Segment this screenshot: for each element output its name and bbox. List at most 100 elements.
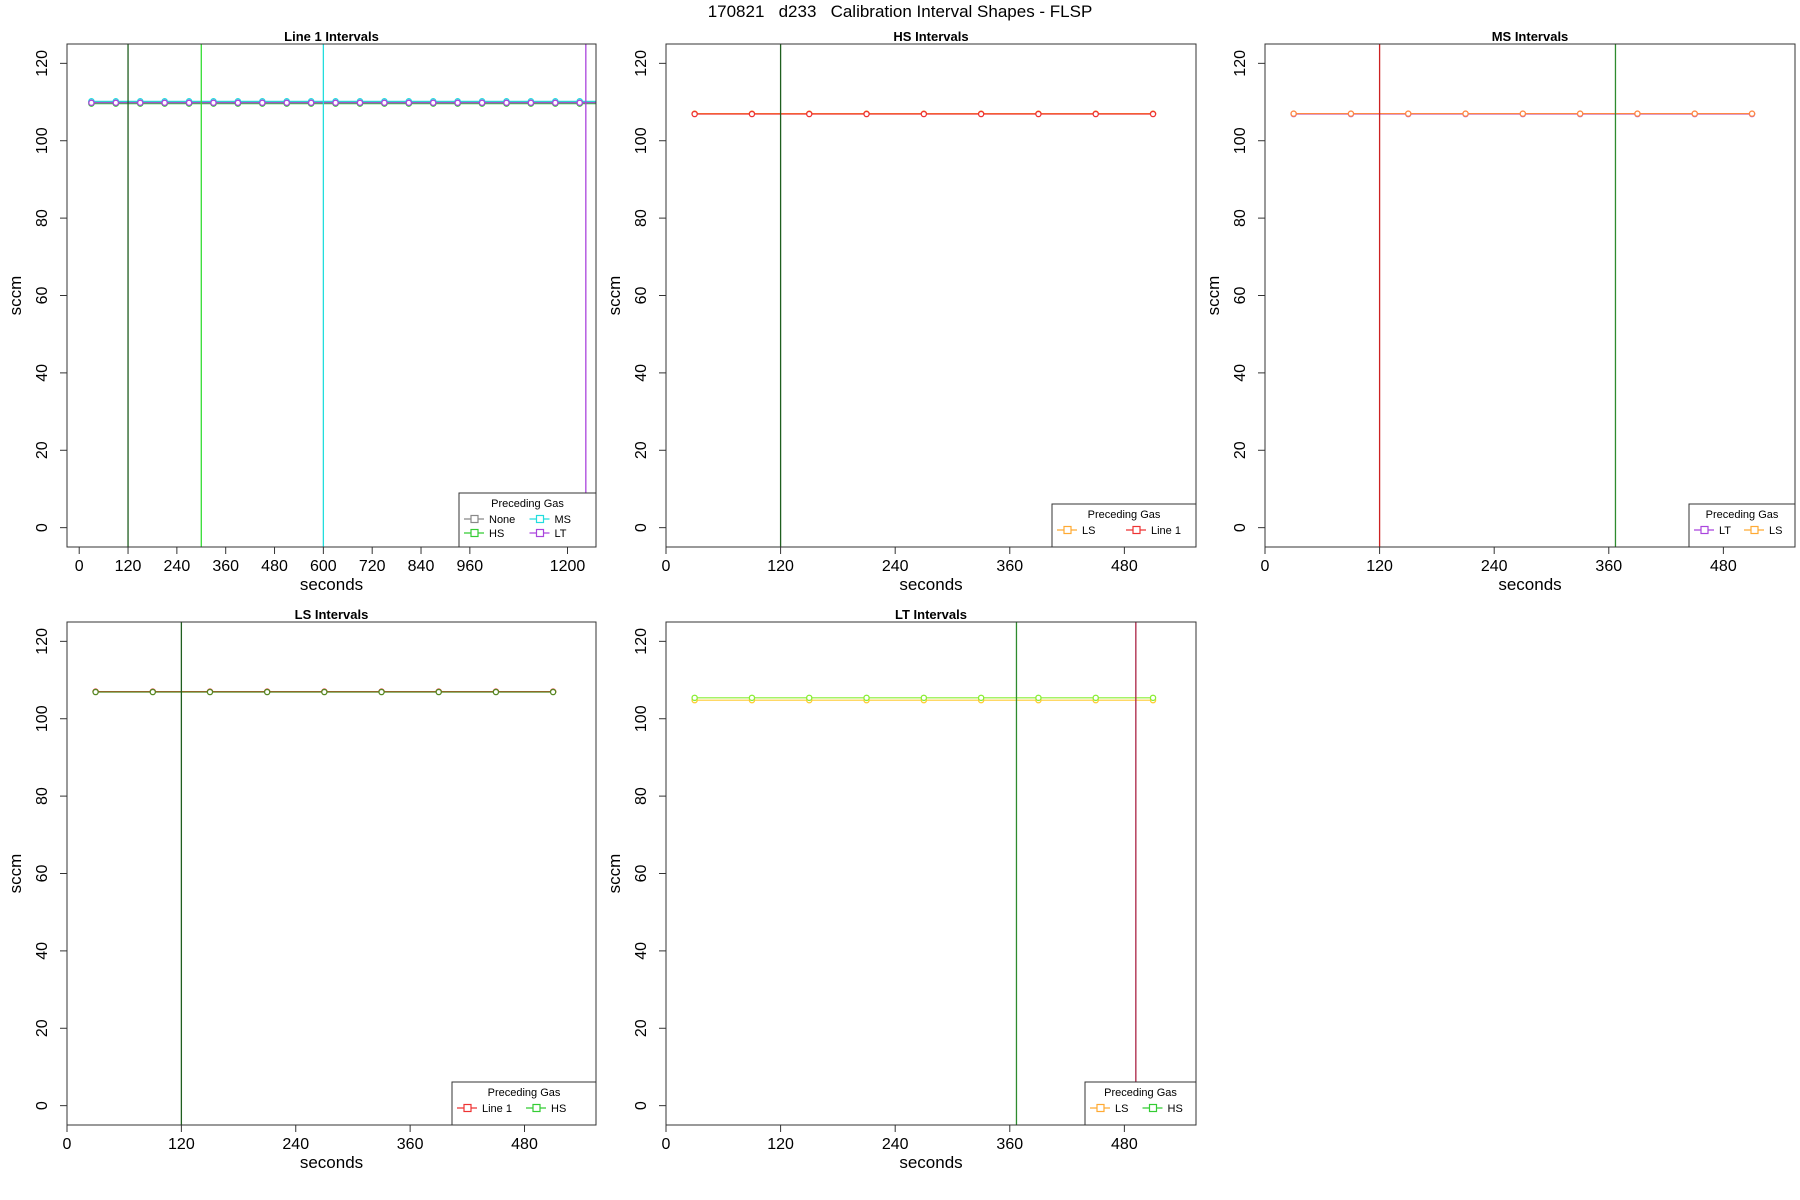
y-tick-label: 20 <box>34 1019 51 1037</box>
x-tick-label: 120 <box>767 1136 794 1153</box>
data-point <box>381 99 388 107</box>
x-tick-label: 360 <box>212 558 239 575</box>
data-point <box>1035 110 1042 118</box>
y-tick-label: 40 <box>1232 364 1249 382</box>
y-tick-label: 40 <box>34 942 51 960</box>
data-point <box>112 99 120 107</box>
plot-frame <box>66 43 597 548</box>
y-tick-label: 80 <box>34 787 51 805</box>
legend-box <box>1051 503 1197 548</box>
data-point <box>1691 110 1698 117</box>
chart-panel-4: LS Intervals 0 120 240 360 480 0 20 40 60 80 100 120… <box>6 607 597 1172</box>
legend-label: Line 1 <box>1151 525 1181 537</box>
y-axis-label: sccm <box>6 276 25 316</box>
x-tick-label: 360 <box>397 1136 424 1153</box>
data-point <box>527 99 535 107</box>
x-tick-label: 360 <box>996 1136 1023 1153</box>
data-point <box>1347 110 1355 117</box>
y-tick-label: 100 <box>1232 127 1249 154</box>
x-axis-label: seconds <box>899 575 962 594</box>
data-point <box>748 694 756 702</box>
plot-frame <box>66 621 597 1126</box>
data-point <box>602 101 607 106</box>
y-axis-label: sccm <box>605 276 624 316</box>
legend-marker <box>535 528 545 538</box>
x-tick-label: 0 <box>63 1136 72 1153</box>
x-axis-label: seconds <box>300 575 363 594</box>
data-point <box>307 99 315 107</box>
data-point <box>435 688 442 696</box>
x-tick-label: 120 <box>1366 558 1393 575</box>
y-tick-label: 100 <box>633 705 650 732</box>
legend-box <box>451 1081 597 1126</box>
y-tick-label: 100 <box>633 127 650 154</box>
y-tick-label: 100 <box>34 127 51 154</box>
y-tick-label: 60 <box>633 287 650 305</box>
x-tick-label: 360 <box>996 558 1023 575</box>
y-tick-label: 20 <box>34 441 51 459</box>
x-tick-label: 120 <box>115 558 142 575</box>
plot-frame <box>1264 43 1796 548</box>
data-point <box>332 99 339 107</box>
legend-marker <box>1096 1103 1105 1113</box>
data-point <box>492 688 500 696</box>
data-point <box>576 99 583 107</box>
data-point <box>88 99 95 107</box>
y-tick-label: 80 <box>34 209 51 227</box>
data-point <box>1035 694 1042 702</box>
y-tick-label: 20 <box>633 441 650 459</box>
data-point <box>503 99 510 107</box>
x-tick-label: 0 <box>75 558 84 575</box>
legend: Preceding Gas None MS HS LT <box>458 492 597 548</box>
plot-frame <box>665 43 1197 548</box>
data-point <box>602 99 607 104</box>
plot-area <box>691 44 1157 547</box>
legend-marker <box>470 514 479 524</box>
y-axis-label: sccm <box>605 854 624 894</box>
data-point <box>1519 110 1527 117</box>
data-point <box>378 688 385 696</box>
data-point <box>1149 110 1157 118</box>
x-tick-label: 480 <box>1111 558 1138 575</box>
data-point <box>549 688 557 696</box>
legend: Preceding Gas LS HS <box>1084 1081 1197 1126</box>
x-axis-label: seconds <box>300 1153 363 1172</box>
data-point <box>1462 110 1469 117</box>
legend-marker <box>1132 525 1141 535</box>
data-point <box>92 688 99 696</box>
data-point <box>552 99 559 107</box>
x-tick-label: 240 <box>282 1136 309 1153</box>
legend-box <box>458 492 597 548</box>
panel-title: HS Intervals <box>893 29 968 44</box>
data-point <box>748 110 756 118</box>
legend-marker <box>463 1103 472 1113</box>
chart-panel-2: HS Intervals 0 120 240 360 480 0 20 40 60 80 100 120… <box>605 29 1197 594</box>
x-tick-label: 480 <box>261 558 288 575</box>
y-tick-label: 60 <box>1232 287 1249 305</box>
y-tick-label: 40 <box>34 364 51 382</box>
x-tick-label: 240 <box>164 558 191 575</box>
legend-box <box>1688 503 1796 548</box>
data-point <box>920 110 928 118</box>
y-axis-label: sccm <box>1204 276 1223 316</box>
data-point <box>1092 694 1099 702</box>
panel-title: MS Intervals <box>1492 29 1569 44</box>
x-tick-label: 0 <box>662 558 671 575</box>
legend-marker <box>535 514 545 524</box>
legend-label: Line 1 <box>482 1103 512 1115</box>
data-point <box>1290 110 1297 117</box>
x-tick-label: 240 <box>1481 558 1508 575</box>
figure-title: 170821 d233 Calibration Interval Shapes … <box>707 2 1093 21</box>
data-point <box>602 99 607 104</box>
data-point <box>234 99 242 107</box>
data-point <box>977 694 985 702</box>
y-tick-label: 60 <box>633 865 650 883</box>
data-point <box>161 99 168 107</box>
data-point <box>283 99 290 107</box>
legend: Preceding Gas LS Line 1 <box>1051 503 1197 548</box>
data-point <box>1404 110 1412 117</box>
data-point <box>977 110 985 118</box>
